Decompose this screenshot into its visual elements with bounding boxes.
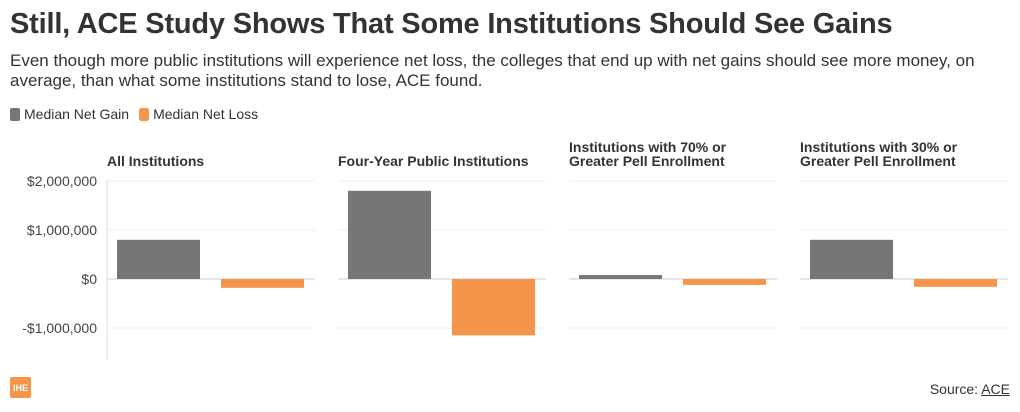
- bar-median-net-gain: [579, 275, 662, 279]
- bar-median-net-gain: [348, 190, 431, 279]
- bar-median-net-gain: [810, 239, 893, 279]
- panel-title-3: Greater Pell Enrollment: [569, 153, 725, 169]
- small-multiples-chart: $2,000,000 $1,000,000 $0 -$1,000,000 All Ins…: [22, 139, 1008, 360]
- bar-median-net-loss: [683, 279, 766, 285]
- y-tick-label: $1,000,000: [27, 222, 97, 238]
- source-label: Source:: [929, 381, 982, 397]
- y-tick-label: $0: [81, 271, 97, 287]
- legend: Median Net Gain Median Net Loss: [10, 106, 258, 122]
- legend-label-loss: Median Net Loss: [153, 106, 259, 122]
- source-note: Source: ACE: [930, 381, 1010, 397]
- chart-title: Still, ACE Study Shows That Some Institu…: [10, 8, 893, 40]
- y-tick-label: -$1,000,000: [22, 320, 97, 336]
- chart-subtitle: Even though more public institutions wil…: [10, 51, 975, 90]
- panel-title-3: Institutions with 70% or: [569, 139, 727, 155]
- bar-median-net-loss: [452, 279, 535, 336]
- panel-title-2: Four-Year Public Institutions: [338, 153, 529, 169]
- legend-label-gain: Median Net Gain: [24, 106, 130, 122]
- legend-item-gain: Median Net Gain: [10, 106, 129, 122]
- legend-swatch-loss: [139, 107, 150, 121]
- legend-item-loss: Median Net Loss: [139, 106, 258, 122]
- ihe-logo: IHE: [10, 377, 31, 398]
- source-link[interactable]: ACE: [981, 381, 1010, 397]
- panel-title-4: Greater Pell Enrollment: [800, 153, 956, 169]
- legend-swatch-gain: [10, 107, 20, 121]
- panel-title-1: All Institutions: [107, 153, 204, 169]
- panel-title-4: Institutions with 30% or: [800, 139, 958, 155]
- y-tick-label: $2,000,000: [27, 173, 97, 189]
- bar-median-net-loss: [914, 279, 997, 287]
- bar-median-net-loss: [221, 279, 304, 288]
- bar-median-net-gain: [117, 239, 200, 279]
